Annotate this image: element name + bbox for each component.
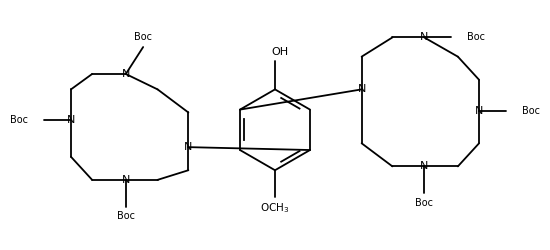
Text: Boc: Boc bbox=[415, 198, 433, 208]
Text: OCH$_3$: OCH$_3$ bbox=[260, 201, 290, 215]
Text: Boc: Boc bbox=[468, 32, 486, 42]
Text: N: N bbox=[122, 69, 130, 79]
Text: Boc: Boc bbox=[134, 32, 152, 42]
Text: N: N bbox=[184, 142, 192, 152]
Text: OH: OH bbox=[271, 47, 288, 57]
Text: N: N bbox=[67, 115, 75, 125]
Text: Boc: Boc bbox=[522, 106, 540, 116]
Text: Boc: Boc bbox=[117, 212, 135, 222]
Text: N: N bbox=[122, 175, 130, 185]
Text: Boc: Boc bbox=[10, 115, 28, 125]
Text: N: N bbox=[475, 106, 483, 116]
Text: N: N bbox=[420, 32, 428, 42]
Text: N: N bbox=[420, 162, 428, 172]
Text: N: N bbox=[358, 84, 366, 94]
